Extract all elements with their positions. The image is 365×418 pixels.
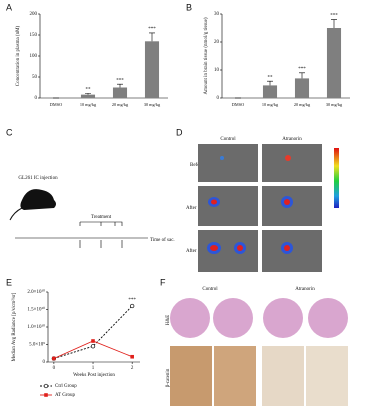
ivis-image <box>198 230 258 272</box>
x-tick-label: 10 mg/kg <box>80 102 97 107</box>
significance: *** <box>148 27 156 32</box>
mouse-icon <box>20 189 56 210</box>
x-tick-label: 2 <box>131 366 134 371</box>
significance: *** <box>330 14 338 19</box>
panel-c: GL261 IC injection Treatment Time of sac… <box>9 176 175 248</box>
y-tick-label: 200 <box>30 12 38 17</box>
axis <box>47 292 140 363</box>
treatment-bracket <box>79 221 123 226</box>
x-tick-label: DMSO <box>232 102 244 107</box>
column-label: Control <box>220 137 236 142</box>
x-axis-label: Weeks Post injection <box>73 373 115 378</box>
legend-label: AT Group <box>55 393 76 398</box>
y-tick-label: 1.5×10¹⁰ <box>27 307 45 313</box>
column-label: Control <box>202 287 218 292</box>
y-tick-label: 150 <box>30 33 38 38</box>
y-tick-label: 2.0×10¹⁰ <box>27 289 45 295</box>
ihc-image <box>262 346 304 406</box>
y-axis-label: Median Avg Radiance [p/s/cm²/sr] <box>11 292 17 361</box>
bar <box>326 28 342 98</box>
panel-label: B <box>186 2 192 12</box>
error-bar <box>331 19 337 28</box>
bar <box>294 78 310 98</box>
panel-label: D <box>176 127 183 137</box>
panel-label: F <box>160 277 166 287</box>
significance: ** <box>268 75 274 80</box>
point <box>52 356 56 361</box>
significance: *** <box>298 67 306 72</box>
y-tick-label: 100 <box>30 54 38 59</box>
x-tick-label: 20 mg/kg <box>294 102 311 107</box>
y-tick-label: 10 <box>214 68 220 73</box>
injection-label: GL261 IC injection <box>18 176 58 181</box>
y-tick-label: 0 <box>217 96 220 101</box>
panel-d: Control Atranorin Before treatment After… <box>186 137 339 272</box>
series-line <box>53 305 133 359</box>
x-tick-label: 10 mg/kg <box>262 102 279 107</box>
column-label: Atranorin <box>295 287 315 292</box>
column-label: Atranorin <box>282 137 302 142</box>
treatment-label: Treatment <box>91 215 112 220</box>
error-bar <box>117 83 123 88</box>
point <box>91 339 95 343</box>
colorbar <box>334 148 339 208</box>
x-tick-label: 30 mg/kg <box>326 102 343 107</box>
x-tick-label: 1 <box>92 366 95 371</box>
y-tick-label: 0 <box>43 360 46 365</box>
ihc-image <box>170 346 212 406</box>
legend-marker <box>44 393 48 397</box>
bar <box>262 85 278 98</box>
significance: *** <box>116 78 124 83</box>
panel-label: E <box>6 277 12 287</box>
ihc-image <box>306 346 348 406</box>
error-bar <box>85 93 91 95</box>
point <box>90 344 96 349</box>
x-tick-label: 0 <box>53 366 56 371</box>
bar <box>144 41 160 98</box>
he-section <box>308 298 348 338</box>
y-tick-label: 30 <box>214 12 220 17</box>
mouse-tail <box>9 207 23 221</box>
error-bar <box>299 72 305 79</box>
y-axis-label: Concentration in plasma (nM) <box>16 25 21 86</box>
legend-marker <box>43 383 49 389</box>
end-label: Time of sac. <box>150 238 175 243</box>
legend-label: Ctrl Group <box>55 384 77 389</box>
ivis-image <box>262 186 322 226</box>
y-tick-label: 5.0×10⁹ <box>29 342 45 348</box>
significance: *** <box>128 298 136 303</box>
significance: ** <box>86 88 92 93</box>
ivis-image <box>198 186 258 226</box>
he-section <box>263 298 303 338</box>
x-tick-label: DMSO <box>50 102 62 107</box>
bar <box>80 94 96 98</box>
point <box>130 303 135 309</box>
y-tick-label: 1.0×10¹⁰ <box>27 324 45 330</box>
error-bar <box>267 80 273 86</box>
imaging-marks <box>79 240 123 248</box>
x-tick-label: 30 mg/kg <box>144 102 161 107</box>
y-tick-label: 50 <box>32 75 38 80</box>
y-tick-label: 20 <box>214 40 220 45</box>
panel-f: Control Atranorin H&E β-catenin <box>166 287 348 406</box>
error-bar <box>149 32 155 42</box>
ivis-image <box>262 144 322 182</box>
row-label: β-catenin <box>166 368 171 387</box>
bar <box>112 87 128 98</box>
x-tick-label: 20 mg/kg <box>112 102 129 107</box>
point <box>130 354 134 359</box>
signal-spots <box>207 155 293 254</box>
panel-label: C <box>6 127 13 137</box>
he-section <box>170 298 210 338</box>
series-line <box>53 340 133 359</box>
y-axis-label: Amount in brain tissue (nmol/g tissue) <box>204 17 209 94</box>
panel-label: A <box>6 2 12 12</box>
row-label: H&E <box>166 315 171 326</box>
y-tick-label: 0 <box>35 96 38 101</box>
he-section <box>213 298 253 338</box>
ihc-image <box>214 346 256 406</box>
ivis-image <box>198 144 258 182</box>
